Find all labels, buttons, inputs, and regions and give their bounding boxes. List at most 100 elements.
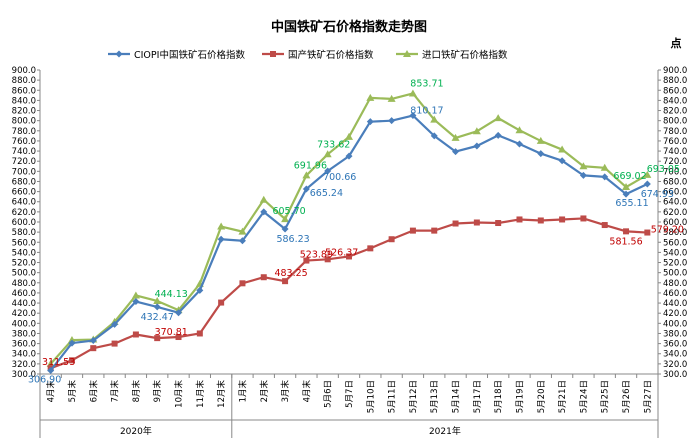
y-tick-label-right: 360.0 <box>663 340 687 350</box>
data-point <box>473 142 481 150</box>
data-point <box>644 229 651 236</box>
data-point <box>601 173 609 181</box>
y-tick-label-left: 540.0 <box>12 248 36 258</box>
data-point <box>601 222 608 229</box>
data-point <box>46 359 55 367</box>
data-point <box>68 357 75 364</box>
legend-domestic: 国产铁矿石价格指数 <box>262 49 374 61</box>
y-tick-label-right: 400.0 <box>663 319 687 329</box>
data-point <box>579 171 587 179</box>
y-tick-label-right: 320.0 <box>663 360 687 370</box>
data-point <box>388 236 395 243</box>
data-point <box>111 340 118 347</box>
data-label: 733.62 <box>317 139 350 150</box>
data-point <box>281 225 289 233</box>
data-point <box>643 180 651 188</box>
data-point <box>303 257 310 264</box>
data-point <box>559 216 566 223</box>
data-point <box>473 219 480 226</box>
x-tick-label: 3月末 <box>280 380 291 403</box>
y-tick-label-right: 880.0 <box>663 76 687 86</box>
x-tick-label: 5月21日 <box>558 380 568 413</box>
data-point <box>536 136 545 144</box>
data-label: 669.02 <box>613 171 646 182</box>
data-point <box>403 50 411 57</box>
data-point <box>132 298 140 306</box>
y-tick-label-right: 780.0 <box>663 127 687 137</box>
data-label: 579.20 <box>651 225 684 236</box>
x-tick-label: 2月末 <box>259 380 270 403</box>
data-point <box>175 334 182 341</box>
x-tick-label: 5月6日 <box>324 380 334 408</box>
data-point <box>409 227 416 234</box>
y-tick-label-left: 640.0 <box>12 198 36 208</box>
data-label: 605.70 <box>272 206 305 217</box>
data-point <box>494 114 503 122</box>
y-tick-label-right: 560.0 <box>663 238 687 248</box>
data-label: 526.37 <box>325 247 358 258</box>
legend: CIOPI中国铁矿石价格指数 国产铁矿石价格指数 进口铁矿石价格指数 <box>108 49 508 61</box>
data-label: 311.53 <box>42 357 75 368</box>
group-label: 2020年 <box>120 425 152 437</box>
x-tick-label: 5月12日 <box>409 380 419 413</box>
data-label: 655.11 <box>615 198 648 209</box>
series-line <box>50 217 648 370</box>
x-tick-label: 5月11日 <box>388 380 398 413</box>
data-point <box>388 117 396 125</box>
y-tick-label-left: 380.0 <box>12 329 36 339</box>
data-label: 581.56 <box>609 236 642 247</box>
y-tick-label-right: 420.0 <box>663 309 687 319</box>
y-tick-label-left: 300.0 <box>12 370 36 380</box>
data-label: 444.13 <box>155 289 188 300</box>
chart-title: 中国铁矿石价格指数走势图 <box>271 19 427 35</box>
data-point <box>282 278 289 285</box>
legend-ciopi: CIOPI中国铁矿石价格指数 <box>108 49 245 61</box>
y-tick-label-left: 580.0 <box>12 228 36 238</box>
data-point <box>345 152 353 160</box>
data-point <box>90 345 97 352</box>
x-tick-label: 5月10日 <box>366 380 376 413</box>
data-point <box>260 274 267 281</box>
data-point <box>366 93 375 101</box>
data-point <box>153 303 161 311</box>
data-point <box>472 127 481 135</box>
y-tick-label-right: 460.0 <box>663 289 687 299</box>
data-point <box>67 336 76 344</box>
y-tick-label-left: 680.0 <box>12 177 36 187</box>
data-point <box>302 185 310 193</box>
y-tick-label-right: 900.0 <box>663 66 687 76</box>
y-tick-label-right: 680.0 <box>663 177 687 187</box>
y-axis-unit-label: 点 <box>671 36 682 50</box>
data-point <box>260 208 268 216</box>
data-point <box>451 133 460 141</box>
y-tick-label-left: 880.0 <box>12 76 36 86</box>
y-tick-label-left: 480.0 <box>12 279 36 289</box>
data-point <box>259 195 268 203</box>
data-point <box>452 220 459 227</box>
data-point <box>537 217 544 224</box>
y-tick-label-right: 600.0 <box>663 218 687 228</box>
data-point <box>516 216 523 223</box>
data-point <box>495 220 502 227</box>
x-tick-label: 5月14日 <box>452 380 462 413</box>
data-point <box>196 330 203 337</box>
data-label: 483.25 <box>274 268 307 279</box>
x-tick-label: 5月17日 <box>473 380 483 413</box>
y-tick-label-left: 600.0 <box>12 218 36 228</box>
y-tick-label-left: 660.0 <box>12 188 36 198</box>
y-tick-label-right: 340.0 <box>663 350 687 360</box>
data-label: 700.66 <box>323 172 356 183</box>
data-label: 370.81 <box>155 327 188 338</box>
y-tick-label-left: 700.0 <box>12 167 36 177</box>
data-point <box>537 150 545 158</box>
data-point <box>515 126 524 134</box>
y-tick-label-right: 380.0 <box>663 329 687 339</box>
x-tick-label: 4月末 <box>46 380 57 403</box>
data-point <box>643 170 652 178</box>
data-point <box>494 131 502 139</box>
x-tick-label: 4月末 <box>301 380 312 403</box>
data-point <box>238 237 246 245</box>
data-point <box>239 280 246 287</box>
x-tick-label: 5月27日 <box>643 380 653 413</box>
